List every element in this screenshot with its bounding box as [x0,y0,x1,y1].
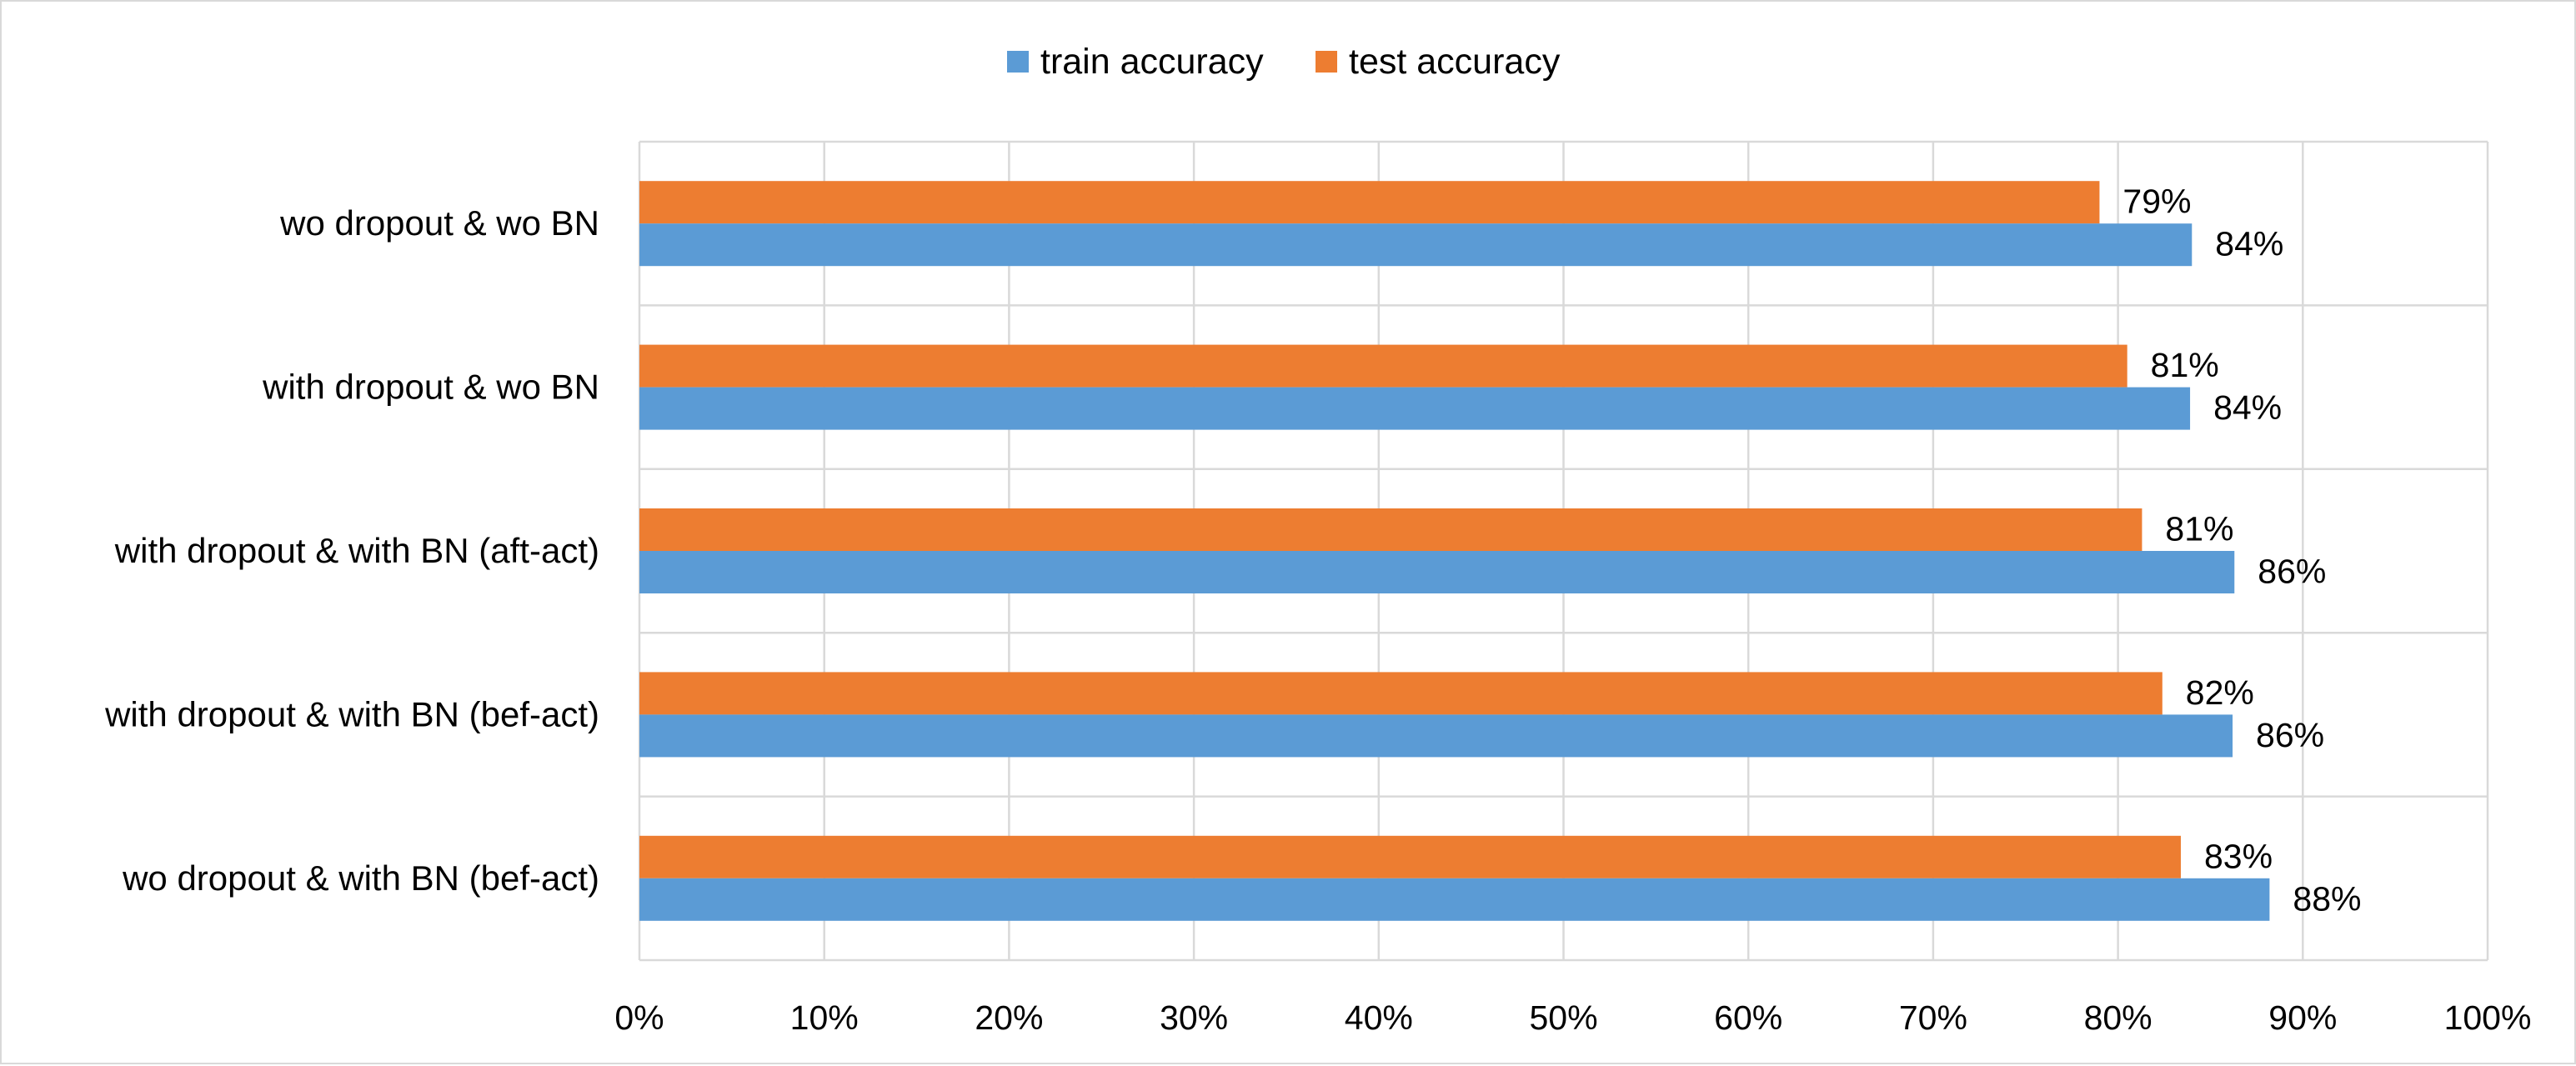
x-tick-label: 50% [1529,998,1597,1037]
category-label: with dropout & wo BN [262,368,599,407]
x-tick-label: 80% [2084,998,2153,1037]
bar-test-accuracy [639,344,2127,388]
bar-test-accuracy [639,835,2181,878]
legend-label: test accuracy [1349,42,1561,82]
bar-test-accuracy [639,672,2163,715]
category-label: with dropout & with BN (aft-act) [114,531,599,570]
bar-test-accuracy [639,181,2100,224]
legend: train accuracy test accuracy [1007,42,1561,82]
bar-train-accuracy [639,878,2270,921]
bar-train-accuracy [639,714,2233,758]
category-label: wo dropout & wo BN [279,203,599,243]
data-label: 86% [2258,553,2326,591]
axis-layer: 0% 10% 20% 30% 40% 50% 60% 70% 80% 90% 100% wo drop… [104,203,2531,1037]
x-tick-label: 30% [1160,998,1228,1037]
legend-swatch [1007,51,1029,73]
x-tick-label: 70% [1899,998,1967,1037]
x-tick-label: 90% [2268,998,2337,1037]
bars-layer [639,181,2270,921]
data-label: 82% [2186,673,2254,712]
data-label: 81% [2165,510,2233,548]
category-label: with dropout & with BN (bef-act) [104,694,599,733]
bar-train-accuracy [639,551,2235,593]
data-label: 88% [2293,879,2361,918]
data-label: 79% [2122,183,2191,221]
x-tick-label: 10% [790,998,859,1037]
bar-train-accuracy [639,387,2191,430]
x-tick-label: 60% [1714,998,1782,1037]
data-label: 84% [2215,225,2283,263]
x-tick-label: 100% [2444,998,2532,1037]
category-label: wo dropout & with BN (bef-act) [122,858,599,898]
data-label: 83% [2204,837,2273,875]
bar-test-accuracy [639,508,2142,551]
data-label: 81% [2151,346,2219,384]
data-label: 84% [2213,388,2282,427]
x-tick-label: 40% [1345,998,1413,1037]
bar-train-accuracy [639,223,2193,267]
legend-label: train accuracy [1040,42,1264,82]
data-label: 86% [2256,716,2324,754]
data-labels-layer: 79%84%81%84%81%86%82%86%83%88% [2122,183,2361,918]
x-tick-label: 20% [975,998,1043,1037]
legend-swatch [1316,51,1337,73]
x-tick-label: 0% [614,998,664,1037]
